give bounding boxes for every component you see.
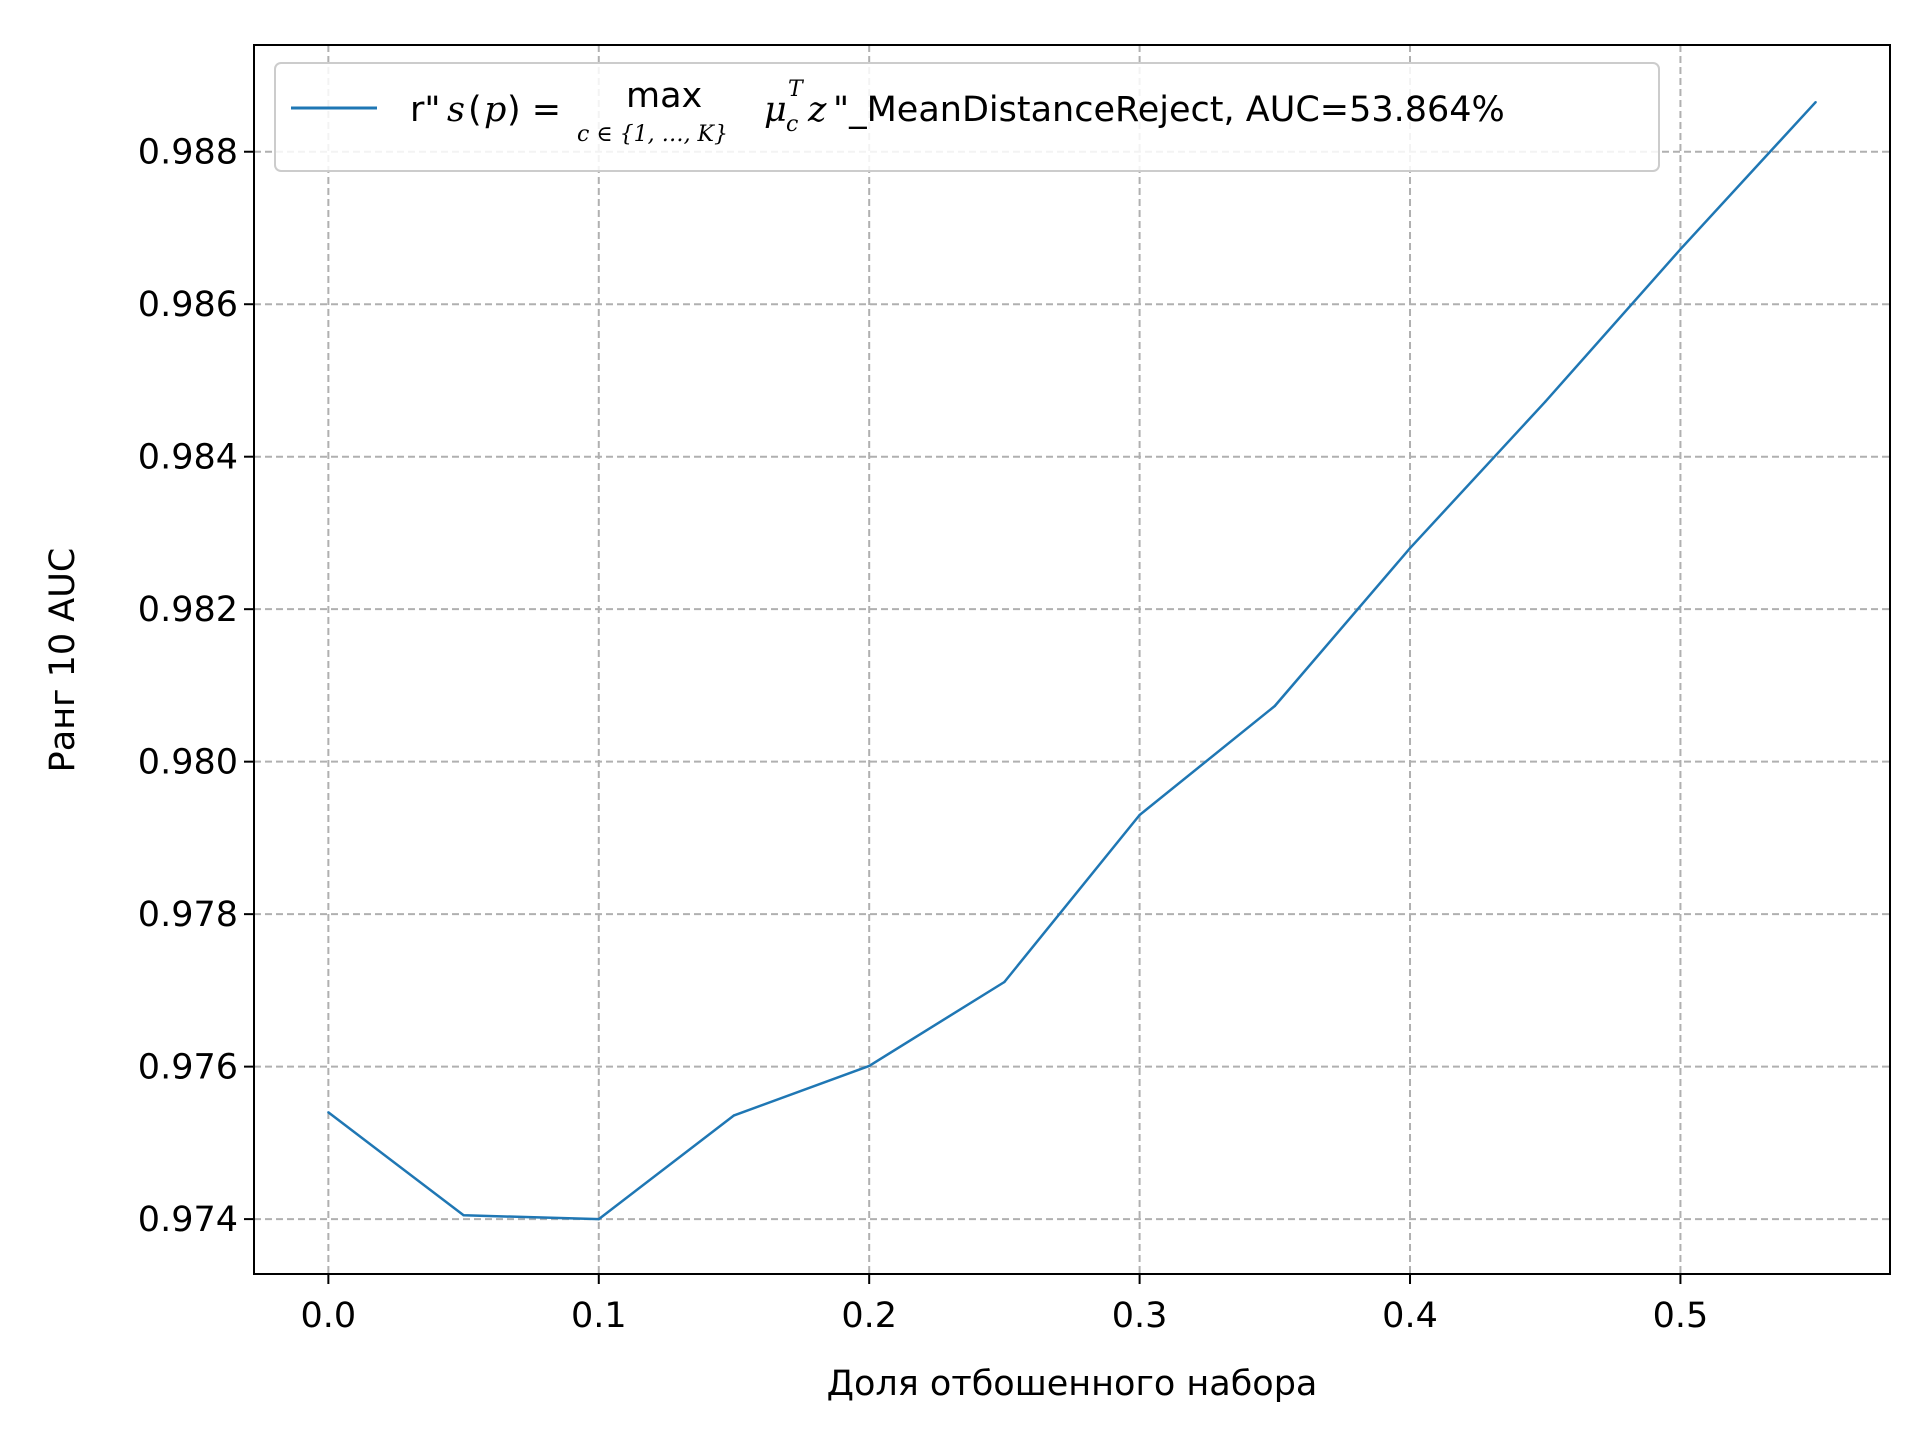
x-tick-label: 0.0 [301,1296,357,1336]
x-tick-label: 0.3 [1112,1296,1168,1336]
legend-label-prefix: r" [410,90,441,130]
legend-label-mu: μ [764,90,787,130]
x-tick-label: 0.1 [571,1296,627,1336]
tick-marks [244,150,1682,1284]
legend-label-z: z [807,90,827,130]
x-axis-title: Доля отбошенного набора [827,1364,1318,1404]
y-tick-label: 0.978 [138,895,238,935]
y-tick-label: 0.982 [138,590,238,630]
y-tick-label: 0.974 [138,1200,238,1240]
x-tick-label: 0.4 [1382,1296,1438,1336]
legend-box [274,62,1660,172]
data-point [462,1214,465,1217]
series-layer [327,100,1817,1221]
x-tick-label: 0.5 [1653,1296,1709,1336]
data-point [1544,400,1547,404]
y-tick-label: 0.988 [138,133,238,173]
x-tick-label: 0.2 [841,1296,897,1336]
legend: r" s ( p ) = max c ∈ {1, …, K} μ c T z "… [274,62,1660,172]
y-tick-label: 0.980 [138,743,238,783]
y-tick-label: 0.984 [138,438,238,478]
data-point [1408,546,1412,550]
data-point [732,1114,736,1117]
legend-label-s: s [447,90,465,130]
series-line [327,101,1817,1221]
y-axis-title: Ранг 10 AUC [43,548,83,773]
data-point [1138,813,1141,817]
legend-label-max-subscript: c ∈ {1, …, K} [577,122,728,147]
legend-label-mu-subscript: c [786,112,798,137]
data-point [867,1064,871,1068]
legend-label-paren-close: ) = [507,90,561,130]
data-point [1679,248,1682,251]
legend-label-paren-open: ( [468,90,482,130]
y-tick-label: 0.976 [138,1048,238,1088]
legend-label-suffix: "_MeanDistanceReject, AUC=53.864% [833,90,1505,130]
data-point [1003,980,1006,984]
legend-label-max: max [626,76,702,116]
plot-frame [253,44,1891,1275]
data-point [327,1111,330,1114]
legend-label-p: p [484,90,506,130]
data-point [597,1217,600,1221]
data-point [1273,704,1277,708]
tick-labels: 0.0 0.1 0.2 0.3 0.4 0.5 0.974 0.976 0.978 0.980 0.… [138,133,1708,1336]
y-tick-label: 0.986 [138,285,238,325]
legend-label-mu-superscript: T [788,77,805,102]
data-point [1814,100,1817,104]
